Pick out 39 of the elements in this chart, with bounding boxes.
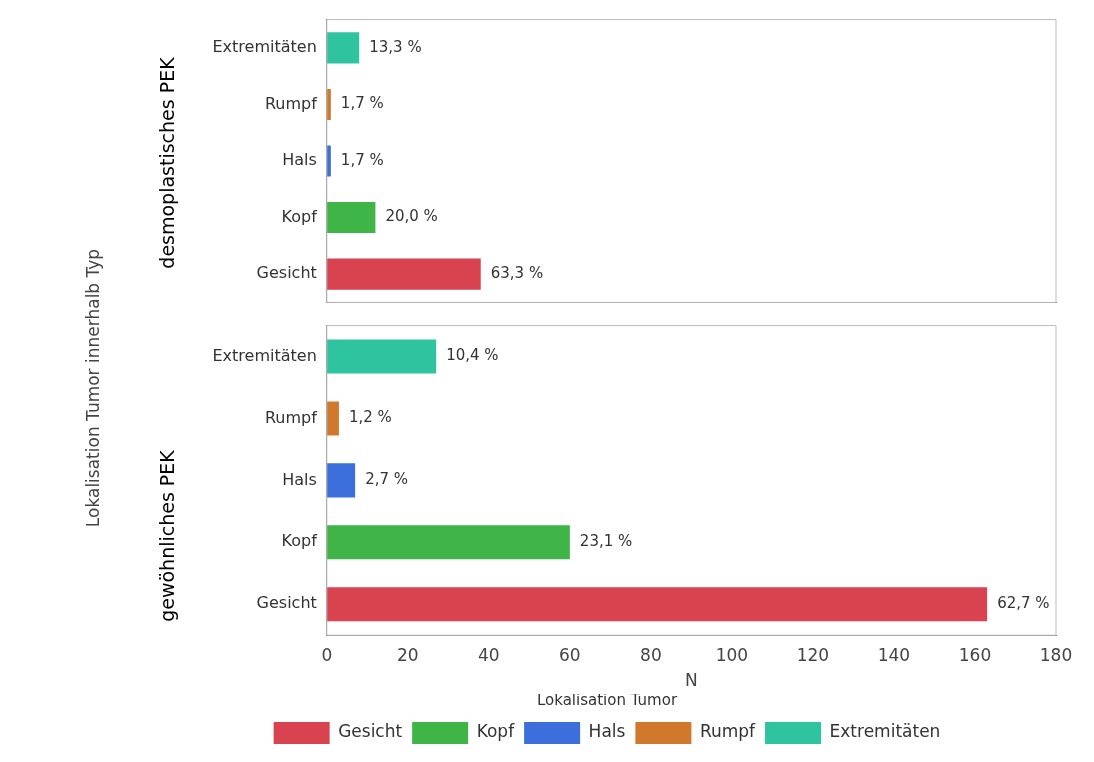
legend-label: Kopf [476, 721, 516, 742]
legend-label: Gesicht [338, 721, 403, 742]
annotation: 63,3 % [490, 264, 544, 283]
y-tick-label: Gesicht [256, 593, 317, 613]
y-tick-label: Rumpf [264, 407, 318, 427]
annotation: 10,4 % [446, 346, 499, 365]
x-tick-label: 160 [958, 644, 992, 665]
legend-label: Rumpf [699, 721, 757, 742]
annotation: 62,7 % [997, 594, 1050, 613]
y-tick-label: Hals [282, 469, 317, 489]
x-tick-label: 180 [1039, 644, 1073, 665]
legend-label: Hals [588, 721, 626, 742]
x-tick-label: 140 [877, 644, 911, 665]
annotation: 1,7 % [340, 94, 384, 113]
y-tick-label: Kopf [281, 531, 318, 551]
annotation: 20,0 % [385, 207, 438, 226]
x-tick-label: 100 [715, 644, 749, 665]
text: gewöhnliches PEK [156, 449, 179, 622]
y-tick-label: Hals [282, 150, 317, 170]
y-tick-label: Extremitäten [212, 37, 317, 57]
y-tick-label: Kopf [281, 206, 318, 226]
annotation: 1,7 % [340, 150, 384, 169]
y-axis-title: Lokalisation Tumor innerhalb Typ [83, 247, 103, 530]
x-tick-label: 20 [397, 644, 419, 665]
y-tick-label: Gesicht [256, 263, 317, 283]
x-tick-label: 120 [796, 644, 830, 665]
x-tick-label: 0 [321, 644, 333, 665]
x-tick-label: 60 [559, 644, 581, 665]
x-tick-label: 40 [478, 644, 500, 665]
annotation: 2,7 % [365, 470, 409, 489]
legend-label: Extremitäten [829, 721, 941, 742]
annotation: 1,2 % [348, 408, 392, 427]
annotation: 23,1 % [579, 532, 633, 551]
text: desmoplastisches PEK [156, 56, 179, 269]
y-tick-label: Extremitäten [212, 345, 317, 365]
x-axis-title: N [685, 670, 698, 691]
annotation: 13,3 % [369, 37, 422, 56]
y-tick-label: Rumpf [264, 93, 318, 113]
x-tick-label: 80 [640, 644, 662, 665]
